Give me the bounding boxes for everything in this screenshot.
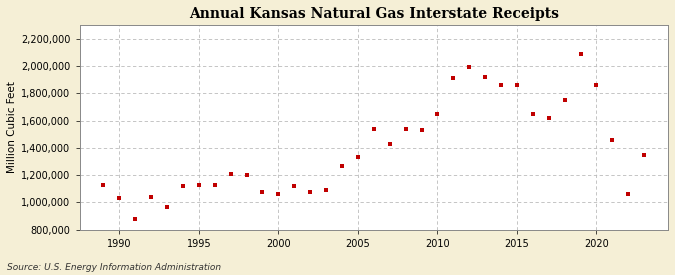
- Point: [98, 183, 109, 187]
- Point: [512, 83, 522, 87]
- Point: [257, 189, 268, 194]
- Point: [639, 152, 649, 157]
- Point: [130, 217, 140, 221]
- Point: [209, 183, 220, 187]
- Point: [527, 111, 538, 116]
- Point: [448, 76, 459, 80]
- Point: [464, 65, 475, 69]
- Point: [289, 184, 300, 188]
- Point: [146, 195, 157, 199]
- Point: [480, 75, 491, 79]
- Title: Annual Kansas Natural Gas Interstate Receipts: Annual Kansas Natural Gas Interstate Rec…: [189, 7, 559, 21]
- Point: [273, 192, 284, 196]
- Point: [591, 83, 602, 87]
- Point: [495, 83, 506, 87]
- Point: [384, 142, 395, 146]
- Point: [575, 51, 586, 56]
- Point: [400, 126, 411, 131]
- Text: Source: U.S. Energy Information Administration: Source: U.S. Energy Information Administ…: [7, 263, 221, 272]
- Point: [352, 155, 363, 160]
- Point: [369, 126, 379, 131]
- Point: [304, 189, 315, 194]
- Point: [623, 192, 634, 196]
- Point: [337, 163, 348, 168]
- Point: [607, 138, 618, 142]
- Point: [416, 128, 427, 132]
- Point: [241, 173, 252, 177]
- Point: [161, 204, 172, 209]
- Point: [114, 196, 125, 200]
- Point: [178, 184, 188, 188]
- Point: [432, 111, 443, 116]
- Point: [194, 183, 205, 187]
- Point: [321, 188, 331, 192]
- Y-axis label: Million Cubic Feet: Million Cubic Feet: [7, 81, 17, 173]
- Point: [543, 116, 554, 120]
- Point: [560, 98, 570, 102]
- Point: [225, 172, 236, 176]
